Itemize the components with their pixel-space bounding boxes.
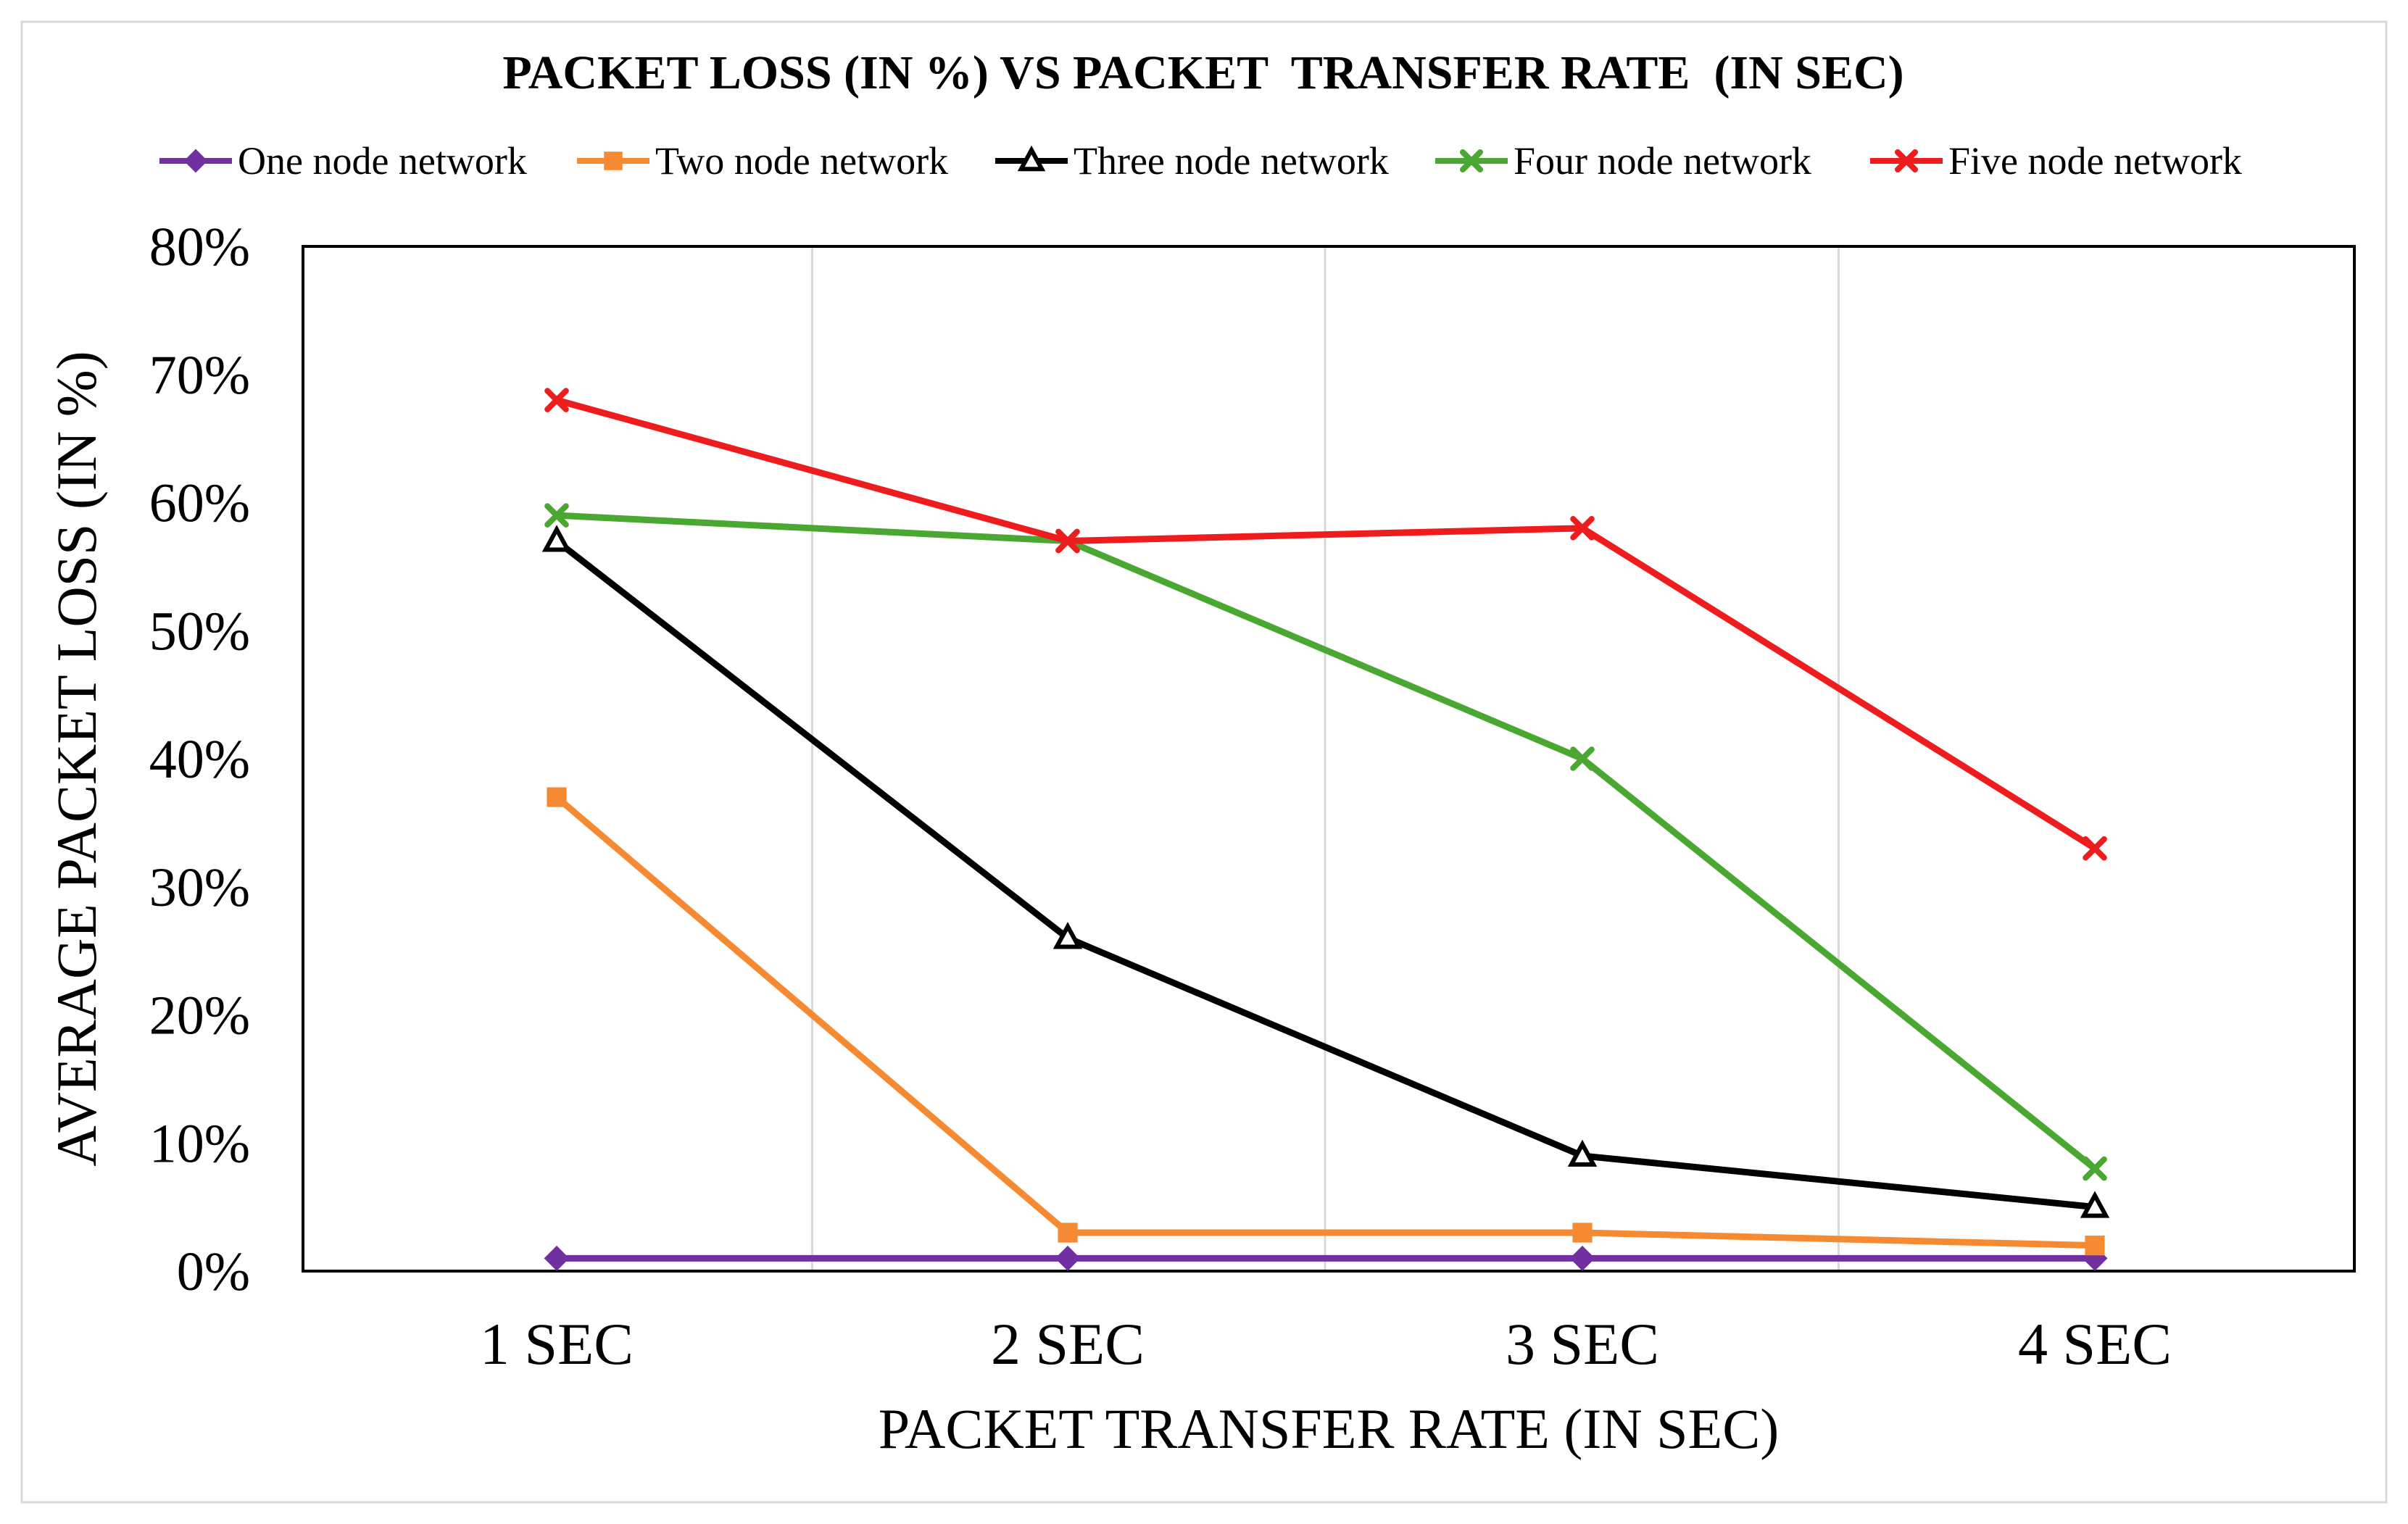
y-tick-label: 20% <box>149 986 250 1046</box>
data-point-s4-4 <box>2083 1156 2107 1181</box>
data-point-s2-1 <box>547 787 567 807</box>
plot-area <box>302 245 2356 1273</box>
x-tick-label: 1 SEC <box>480 1311 634 1377</box>
y-tick-label: 0% <box>177 1241 250 1302</box>
legend-label: Four node network <box>1514 139 1811 183</box>
series-line-5 <box>555 396 2097 851</box>
data-point-s5-4 <box>2083 836 2107 861</box>
series-lines <box>555 396 2097 1262</box>
legend-label: Three node network <box>1074 139 1389 183</box>
y-axis-label: AVERAGE PACKET LOSS (IN %) <box>45 351 108 1166</box>
data-point-s2-3 <box>1572 1223 1593 1243</box>
data-point-s1-1 <box>544 1245 570 1271</box>
y-tick-label: 30% <box>149 857 250 918</box>
y-tick-label: 50% <box>149 601 250 662</box>
data-point-s4-1 <box>544 503 569 528</box>
y-tick-label: 80% <box>149 217 250 278</box>
x-tick-label: 3 SEC <box>1506 1311 1659 1377</box>
data-point-s1-2 <box>1055 1245 1081 1271</box>
y-tick-label: 40% <box>149 729 250 790</box>
legend-item-2: Two node network <box>577 139 948 183</box>
legend-item-1: One node network <box>159 139 527 183</box>
legend-label: Five node network <box>1948 139 2242 183</box>
legend-marker-5 <box>1895 149 1918 172</box>
series-line-3 <box>555 538 2096 1211</box>
series-markers <box>541 388 2110 1271</box>
legend-item-3: Three node network <box>995 139 1389 183</box>
legend-marker-4 <box>1460 149 1483 172</box>
x-axis-label: PACKET TRANSFER RATE (IN SEC) <box>879 1397 1779 1460</box>
legend-item-5: Five node network <box>1870 139 2242 183</box>
legend-marker-2 <box>604 151 623 170</box>
chart-frame <box>20 20 2388 1504</box>
y-tick-label: 70% <box>149 345 250 406</box>
legend-marker-1 <box>183 149 208 173</box>
legend-label: Two node network <box>655 139 948 183</box>
series-line-2 <box>555 794 2096 1249</box>
data-point-s3-4 <box>2080 1191 2110 1218</box>
legend-label: One node network <box>238 139 527 183</box>
data-point-s4-3 <box>1570 746 1595 771</box>
x-tick-label: 4 SEC <box>2018 1311 2172 1377</box>
data-point-s3-1 <box>541 525 572 552</box>
data-point-s5-1 <box>544 388 569 412</box>
y-tick-label: 10% <box>149 1113 250 1174</box>
y-axis: 0% 10% 20% 30% 40% 50% 60% 70% 80% <box>149 217 250 1302</box>
data-point-s1-3 <box>1569 1245 1595 1271</box>
data-point-s2-2 <box>1058 1223 1078 1243</box>
y-tick-label: 60% <box>149 473 250 534</box>
data-point-s3-3 <box>1567 1139 1598 1167</box>
data-point-s3-2 <box>1053 922 1083 949</box>
legend: One node network Two node network Three no… <box>159 139 2242 183</box>
legend-marker-3 <box>1017 145 1046 172</box>
gridlines <box>811 246 1840 1271</box>
legend-item-4: Four node network <box>1435 139 1811 183</box>
data-point-s5-2 <box>1055 528 1080 554</box>
data-point-s5-3 <box>1570 516 1595 541</box>
x-tick-label: 2 SEC <box>991 1311 1145 1377</box>
series-line-4 <box>556 512 2097 1172</box>
data-point-s2-4 <box>2085 1236 2105 1256</box>
x-axis: 1 SEC 2 SEC 3 SEC 4 SEC <box>480 1311 2172 1377</box>
chart-title: PACKET LOSS (IN %) VS PACKET TRANSFER RA… <box>502 46 1903 99</box>
